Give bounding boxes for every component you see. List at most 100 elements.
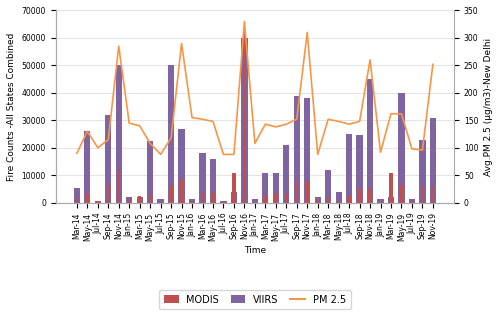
Bar [232,173,235,203]
Bar [128,200,131,203]
Bar [94,200,101,203]
Bar [409,198,415,203]
PM 2.5 [409,147,415,151]
Bar [76,198,78,203]
PM 2.5 [336,119,342,123]
PM 2.5 [346,122,352,126]
Bar [337,200,340,203]
Bar [222,202,225,203]
Bar [283,145,290,203]
PM 2.5 [210,119,216,123]
Legend: MODIS, VIIRS, PM 2.5: MODIS, VIIRS, PM 2.5 [159,290,350,309]
Bar [117,170,120,203]
PM 2.5 [294,117,300,121]
PM 2.5 [178,42,184,45]
Bar [138,196,141,203]
Bar [231,192,237,203]
PM 2.5 [136,124,142,128]
PM 2.5 [95,146,101,150]
Bar [294,95,300,203]
Bar [358,189,361,203]
Bar [106,183,110,203]
PM 2.5 [388,112,394,116]
PM 2.5 [325,117,331,121]
PM 2.5 [106,138,112,142]
Bar [326,197,330,203]
Bar [295,181,298,203]
Bar [420,140,426,203]
Bar [116,65,122,203]
Bar [306,181,309,203]
Bar [210,159,216,203]
Bar [159,202,162,203]
Bar [178,129,184,203]
Bar [356,135,362,203]
Bar [220,200,226,203]
Bar [348,196,350,203]
Bar [190,202,194,203]
Bar [388,197,394,203]
Bar [84,131,90,203]
Bar [316,200,320,203]
Line: PM 2.5: PM 2.5 [77,22,433,154]
Bar [398,93,404,203]
Bar [378,199,384,203]
Bar [367,79,373,203]
PM 2.5 [367,58,373,62]
Bar [379,202,382,203]
Bar [170,186,172,203]
PM 2.5 [356,119,362,123]
Bar [243,32,246,203]
X-axis label: Time: Time [244,246,266,255]
PM 2.5 [231,152,237,156]
Bar [212,193,214,203]
PM 2.5 [74,151,80,155]
PM 2.5 [200,117,205,121]
PM 2.5 [242,20,248,24]
PM 2.5 [284,122,290,126]
Bar [284,193,288,203]
Bar [201,192,204,203]
PM 2.5 [158,152,164,156]
Bar [158,199,164,203]
Bar [421,186,424,203]
PM 2.5 [273,125,279,129]
Bar [168,65,174,203]
Bar [148,195,152,203]
Bar [304,98,310,203]
PM 2.5 [252,142,258,146]
PM 2.5 [378,150,384,154]
Bar [336,192,342,203]
Bar [264,196,267,203]
Bar [346,134,352,203]
PM 2.5 [220,152,226,156]
Bar [105,115,112,203]
Bar [180,180,183,203]
Bar [325,170,332,203]
Bar [432,186,434,203]
PM 2.5 [314,152,320,156]
Bar [390,173,392,203]
Bar [254,202,256,203]
Bar [147,141,154,203]
Bar [272,173,279,203]
PM 2.5 [262,122,268,126]
Bar [200,153,205,203]
Bar [252,199,258,203]
PM 2.5 [84,129,90,133]
Bar [86,195,89,203]
Bar [400,185,403,203]
PM 2.5 [168,136,174,140]
Bar [262,173,268,203]
PM 2.5 [420,148,426,152]
PM 2.5 [189,116,195,120]
Bar [136,197,143,203]
Bar [242,38,248,203]
Y-axis label: Avg.PM 2.5 (μg/m3)-New Delhi: Avg.PM 2.5 (μg/m3)-New Delhi [484,38,493,176]
Bar [96,200,100,203]
Bar [74,188,80,203]
Bar [189,199,195,203]
Bar [274,195,278,203]
Bar [410,202,414,203]
PM 2.5 [126,121,132,125]
